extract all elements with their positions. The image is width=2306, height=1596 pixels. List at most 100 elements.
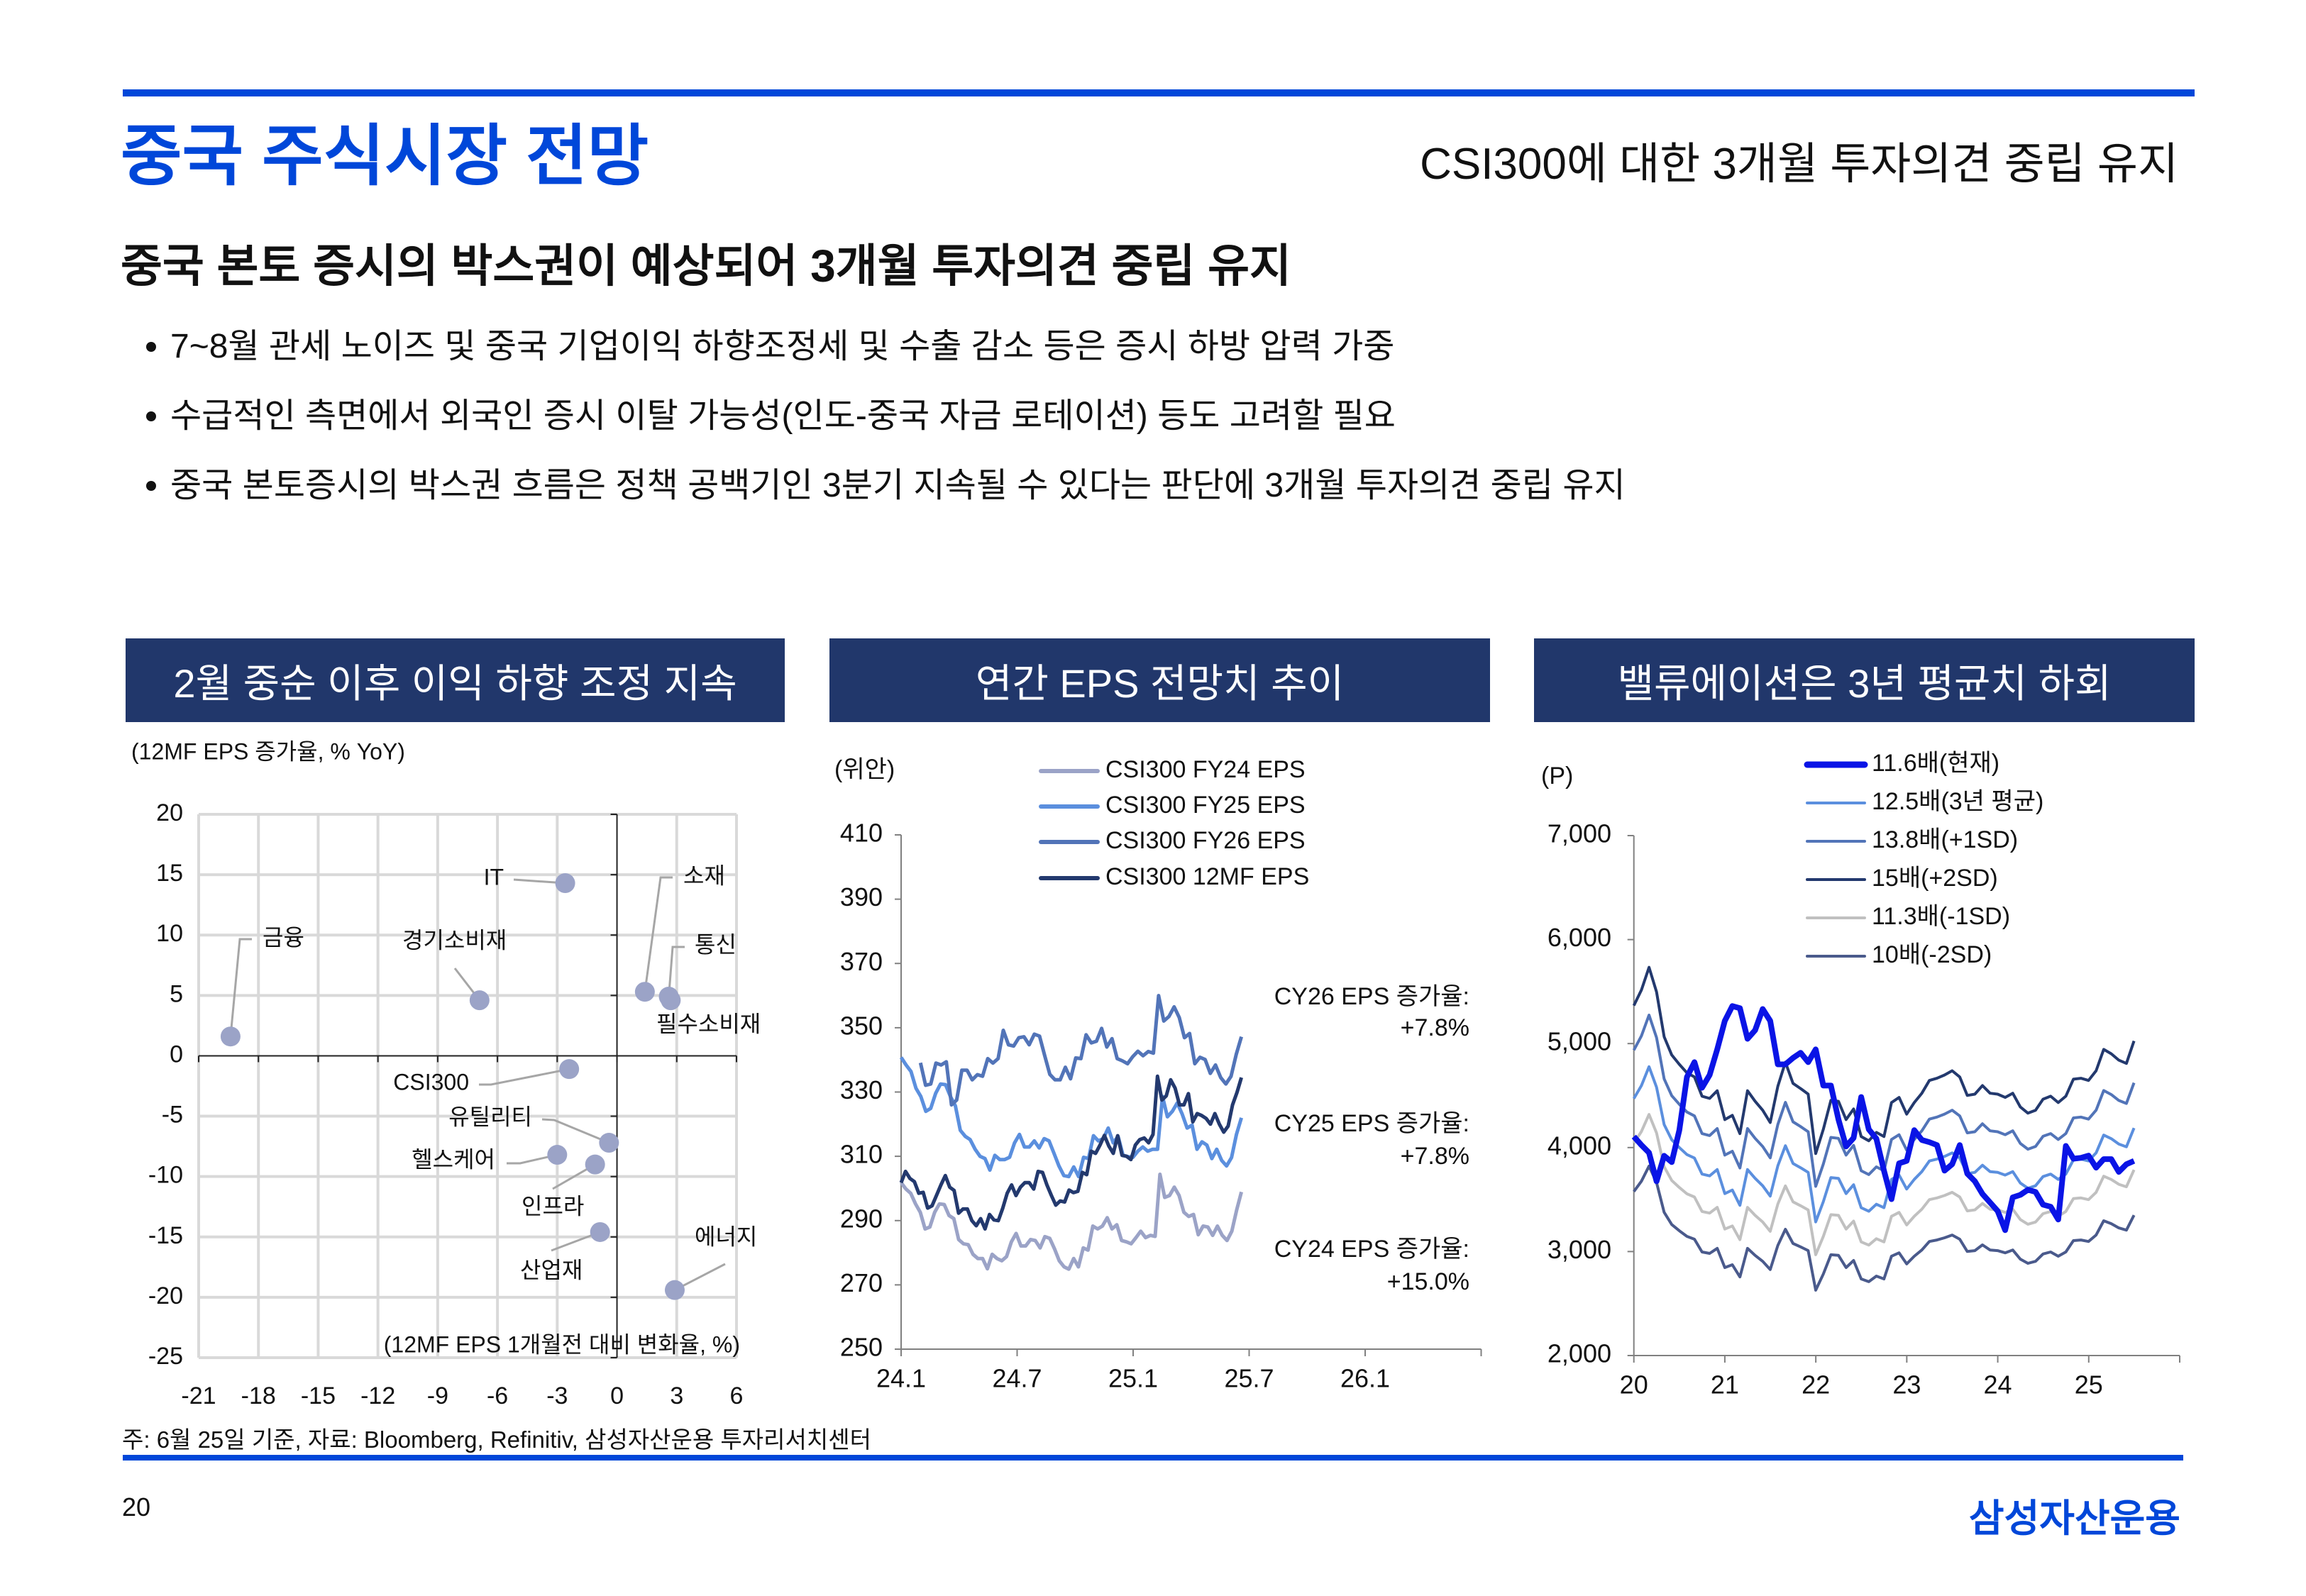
x-tick-label: -9 — [427, 1382, 448, 1409]
growth-annotation-label: CY26 EPS 증가율: — [1274, 983, 1469, 1010]
page-subtitle: CSI300에 대한 3개월 투자의견 중립 유지 — [1420, 140, 2178, 189]
y-tick-label: 410 — [840, 819, 883, 848]
legend-label: CSI300 FY24 EPS — [1105, 756, 1306, 783]
valuation-chart-canvas: (P) 2,000 3,000 4,000 5,000 6,000 7,000 20 21 22 2… — [1541, 750, 2180, 1400]
point-label: 헬스케어 — [412, 1146, 495, 1172]
page-title: 중국 주식시장 전망 — [121, 118, 649, 193]
point-label: 소재 — [683, 863, 725, 888]
x-tick-label: 24 — [1984, 1370, 2012, 1400]
x-tick-label: 26.1 — [1340, 1364, 1390, 1393]
y-tick-label: 330 — [840, 1075, 883, 1104]
y-tick-label: 7,000 — [1548, 819, 1611, 848]
scatter-point — [547, 1145, 568, 1165]
point-label: 금융 — [263, 924, 304, 950]
point-label: 통신 — [695, 931, 737, 957]
bullet-icon — [146, 481, 156, 492]
series-line — [899, 1056, 1243, 1179]
leader-line — [541, 1118, 609, 1144]
x-tick-label: 20 — [1620, 1370, 1648, 1400]
legend-label: 11.3배(-1SD) — [1872, 903, 2010, 930]
y-tick-label: -15 — [148, 1222, 183, 1249]
bullet-text: 중국 본토증시의 박스권 흐름은 정책 공백기인 3분기 지속될 수 있다는 판… — [170, 467, 1626, 504]
x-tick-label: 25.7 — [1224, 1364, 1274, 1393]
y-tick-label: -25 — [148, 1343, 183, 1370]
scatter-point — [661, 990, 681, 1011]
x-tick-label: -15 — [301, 1382, 336, 1409]
y-tick-label: 350 — [840, 1011, 883, 1040]
company-logo: 삼성자산운용 — [1968, 1497, 2180, 1540]
y-tick-label: 390 — [840, 882, 883, 911]
pe-band-line — [1632, 965, 2136, 1156]
y-tick-label: 290 — [840, 1204, 883, 1233]
legend-label: 13.8배(+1SD) — [1872, 826, 2018, 853]
bullet-icon — [146, 411, 156, 422]
point-label: 필수소비재 — [656, 1011, 761, 1036]
y-tick-label: -5 — [162, 1102, 183, 1129]
y-tick-label: 0 — [170, 1041, 183, 1068]
leader-line — [479, 1068, 570, 1086]
legend-label: 12.5배(3년 평균) — [1872, 788, 2043, 815]
y-tick-label: -20 — [148, 1282, 183, 1309]
x-tick-label: 25.1 — [1108, 1364, 1158, 1393]
y-tick-label: 3,000 — [1548, 1235, 1611, 1264]
bullet-item: 중국 본토증시의 박스권 흐름은 정책 공백기인 3분기 지속될 수 있다는 판… — [146, 467, 1626, 505]
series-line — [899, 1074, 1243, 1231]
series-line — [918, 994, 1243, 1107]
y-tick-label: 20 — [156, 799, 183, 826]
legend-label: CSI300 12MF EPS — [1105, 863, 1309, 890]
panel-header-earnings-revision: 2월 중순 이후 이익 하향 조정 지속 — [126, 638, 785, 722]
x-tick-label: 25 — [2075, 1370, 2103, 1400]
headline: 중국 본토 증시의 박스권이 예상되어 3개월 투자의견 중립 유지 — [121, 240, 1291, 292]
legend-label: 15배(+2SD) — [1872, 865, 1998, 892]
point-label: 인프라 — [522, 1193, 584, 1219]
page-number: 20 — [122, 1492, 151, 1522]
top-divider — [123, 89, 2195, 96]
x-tick-label: 21 — [1711, 1370, 1739, 1400]
x-tick-label: 0 — [610, 1382, 624, 1409]
x-axis-title: (12MF EPS 1개월전 대비 변화율, %) — [384, 1331, 740, 1357]
y-tick-label: 270 — [840, 1268, 883, 1297]
growth-annotation-value: +7.8% — [1401, 1143, 1469, 1170]
x-tick-label: -3 — [546, 1382, 568, 1409]
legend-label: 10배(-2SD) — [1872, 941, 1992, 968]
point-label: 경기소비재 — [402, 927, 507, 953]
y-axis-title: (P) — [1541, 763, 1573, 789]
y-axis-title: (위안) — [834, 756, 895, 783]
x-tick-label: -21 — [181, 1382, 216, 1409]
series-line — [900, 1173, 1244, 1271]
y-tick-label: -10 — [148, 1162, 183, 1189]
y-tick-label: 15 — [156, 860, 183, 887]
panel-header-valuation: 밸류에이션은 3년 평균치 하회 — [1534, 638, 2195, 722]
y-tick-label: 4,000 — [1548, 1131, 1611, 1160]
bullet-text: 7~8월 관세 노이즈 및 중국 기업이익 하향조정세 및 수출 감소 등은 증… — [170, 328, 1395, 365]
scatter-point — [555, 873, 575, 894]
x-tick-label: 24.1 — [876, 1364, 926, 1393]
x-tick-label: -12 — [360, 1382, 395, 1409]
scatter-point — [220, 1026, 241, 1047]
y-tick-label: 5,000 — [1548, 1027, 1611, 1056]
scatter-point — [585, 1154, 605, 1175]
y-tick-label: 370 — [840, 947, 883, 976]
scatter-point — [590, 1221, 610, 1242]
point-label: CSI300 — [393, 1069, 469, 1095]
bullet-text: 수급적인 측면에서 외국인 증시 이탈 가능성(인도-중국 자금 로테이션) 등… — [170, 397, 1396, 435]
growth-annotation-value: +15.0% — [1387, 1268, 1469, 1295]
leader-line — [229, 938, 252, 1037]
growth-annotation-value: +7.8% — [1401, 1014, 1469, 1041]
growth-annotation-label: CY24 EPS 증가율: — [1274, 1236, 1469, 1263]
y-tick-label: 10 — [156, 920, 183, 947]
point-label: 에너지 — [695, 1224, 757, 1249]
x-tick-label: 24.7 — [992, 1364, 1042, 1393]
legend-label: CSI300 FY26 EPS — [1105, 827, 1306, 854]
scatter-point — [634, 982, 655, 1002]
point-label: 유틸리티 — [448, 1104, 532, 1129]
x-tick-label: -6 — [487, 1382, 508, 1409]
x-tick-label: -18 — [241, 1382, 276, 1409]
pe-band-line — [1633, 1164, 2136, 1292]
eps-chart-canvas: (위안) 250 270 290 310 330 350 370 390 410 24.1 24.7 2… — [834, 756, 1482, 1393]
scatter-point — [469, 990, 490, 1011]
growth-annotation-label: CY25 EPS 증가율: — [1274, 1110, 1469, 1137]
leader-line — [507, 1153, 558, 1165]
x-tick-label: 23 — [1892, 1370, 1921, 1400]
bottom-divider — [123, 1455, 2183, 1461]
